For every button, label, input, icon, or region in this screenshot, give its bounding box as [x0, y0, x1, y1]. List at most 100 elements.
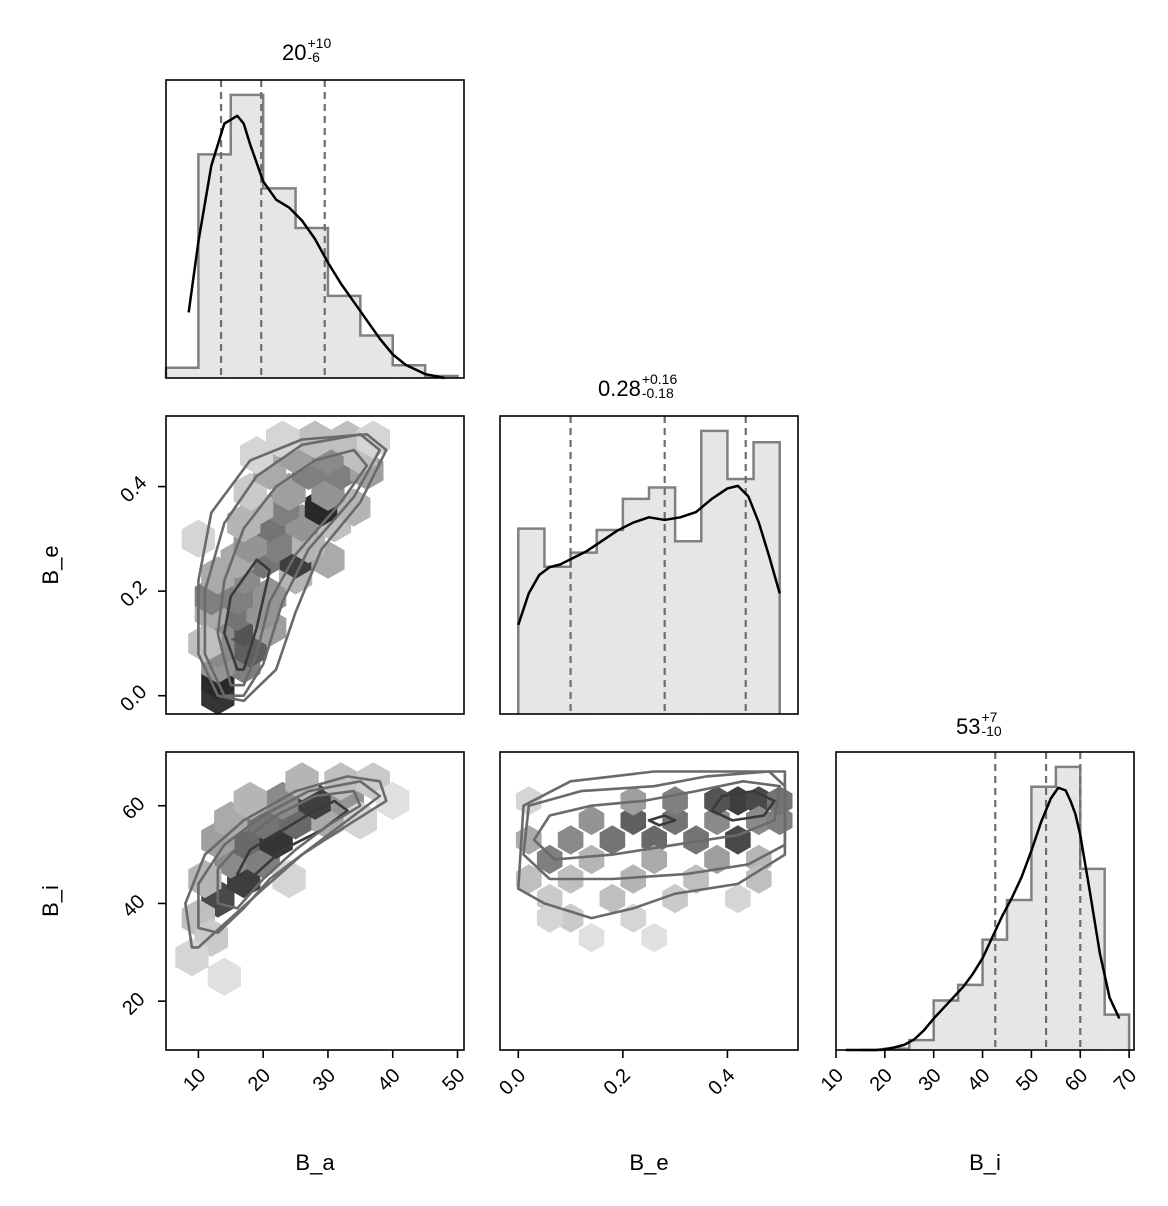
hexbin-cell [578, 844, 605, 875]
contour-middle [532, 780, 781, 861]
y-axis-label-B_e: B_e [38, 545, 63, 584]
y-tick-label: 0.2 [116, 576, 151, 611]
title-median: 0.28 [598, 376, 641, 401]
hist-bar [1031, 786, 1056, 1050]
x-tick-label: 0.0 [495, 1064, 530, 1099]
hexbin-cell [578, 923, 605, 953]
hist-bar [1104, 1014, 1130, 1050]
hist-bar [958, 984, 983, 1050]
title-median: 20 [282, 40, 307, 65]
hist-bar [360, 335, 393, 378]
contour-inner [236, 799, 349, 881]
hexbin-cell [188, 859, 222, 899]
y-tick-label: 60 [118, 793, 149, 824]
y-tick-label: 40 [118, 891, 149, 922]
hist-panel-B_i [845, 752, 1131, 1052]
x-axis-label-B_e: B_e [629, 1150, 668, 1175]
hexbin-cell [704, 786, 730, 816]
x-tick-label: 50 [438, 1064, 469, 1095]
title-plus: +10 [307, 35, 332, 51]
contour-inner [223, 558, 271, 671]
hist-bar [263, 188, 296, 378]
contour-outermost [184, 775, 388, 949]
hexbin-cell [662, 883, 688, 914]
x-tick-label: 0.4 [704, 1064, 739, 1099]
x-tick-label: 10 [179, 1064, 210, 1095]
contour-inner2 [710, 789, 776, 822]
x-tick-label: 30 [309, 1064, 340, 1095]
hexbin-cell [330, 420, 364, 459]
hexbin-cell [620, 805, 647, 836]
hist-bar [518, 528, 545, 714]
panel-frame [165, 415, 465, 715]
hexbin-cell [207, 957, 241, 996]
hexbin-cell [233, 781, 267, 820]
hexbin-layer [181, 420, 390, 714]
title-plus: +7 [981, 709, 998, 725]
hexbin-cell [536, 903, 563, 933]
contour-outermost [197, 433, 388, 703]
contour-outermost [517, 770, 787, 920]
hexbin-cell [578, 805, 605, 836]
hexbin-cell [683, 825, 709, 855]
title-minus: -0.18 [641, 385, 674, 401]
contour-inner [647, 814, 677, 827]
hexbin-cell [536, 844, 563, 875]
hist-bar [570, 552, 597, 714]
hist-panel-B_e [517, 416, 781, 714]
hist-bar [166, 367, 199, 378]
hexbin-cell [641, 923, 667, 953]
hist-bar [933, 1000, 959, 1050]
hexbin-panel-B_e-B_i [515, 770, 793, 953]
x-tick-label: 70 [1110, 1064, 1141, 1095]
hist-step-outline [164, 93, 459, 378]
hist-bar [622, 498, 649, 714]
hexbin-cell [746, 786, 772, 816]
hist-bar [544, 566, 571, 714]
kde-curve [517, 484, 781, 626]
hexbin-cell [620, 864, 647, 894]
hexbin-cell [557, 825, 584, 855]
title-minus: -10 [981, 723, 1002, 739]
kde-curve [187, 114, 445, 380]
x-tick-label: 20 [866, 1064, 897, 1095]
hexbin-cell [641, 844, 667, 875]
hexbin-cell [746, 864, 772, 894]
hist-bar [1055, 766, 1081, 1050]
hist-bar [327, 295, 361, 378]
hist-step-outline [517, 429, 781, 714]
hist-bar [230, 94, 264, 379]
title-median: 53 [956, 714, 981, 739]
hexbin-cell [725, 883, 751, 914]
panel-frame [165, 751, 465, 1051]
title-B_a: 20 +10 -6 [282, 36, 331, 70]
hexbin-cell [266, 420, 300, 459]
x-tick-label: 30 [914, 1064, 945, 1095]
hexbin-cell [599, 825, 626, 855]
hist-bar [392, 365, 426, 378]
title-B_e: 0.28 +0.16 -0.18 [598, 372, 677, 406]
hexbin-cell [599, 883, 626, 914]
x-tick-label: 10 [817, 1064, 848, 1095]
hexbin-layer [175, 762, 410, 996]
hexbin-cell [515, 864, 542, 894]
title-plus: +0.16 [641, 371, 678, 387]
contour-outer [197, 780, 382, 935]
panel-frame [835, 751, 1135, 1051]
hist-panel-B_a [164, 80, 459, 380]
y-axis-label-B_i: B_i [38, 885, 63, 917]
title-minus: -6 [307, 49, 320, 65]
hexbin-cell [704, 844, 730, 875]
hexbin-panel-B_a-B_e [181, 420, 390, 714]
x-tick-label: 60 [1061, 1064, 1092, 1095]
hist-bar [649, 487, 676, 714]
panel-frame [499, 415, 799, 715]
title-B_i: 53 +7 -10 [956, 710, 1002, 744]
hexbin-layer [515, 770, 793, 953]
y-tick-label: 20 [118, 988, 149, 1019]
x-tick-label: 50 [1012, 1064, 1043, 1095]
hexbin-cell [175, 938, 209, 977]
x-tick-label: 0.2 [600, 1064, 635, 1099]
y-tick-label: 0.0 [116, 681, 151, 716]
